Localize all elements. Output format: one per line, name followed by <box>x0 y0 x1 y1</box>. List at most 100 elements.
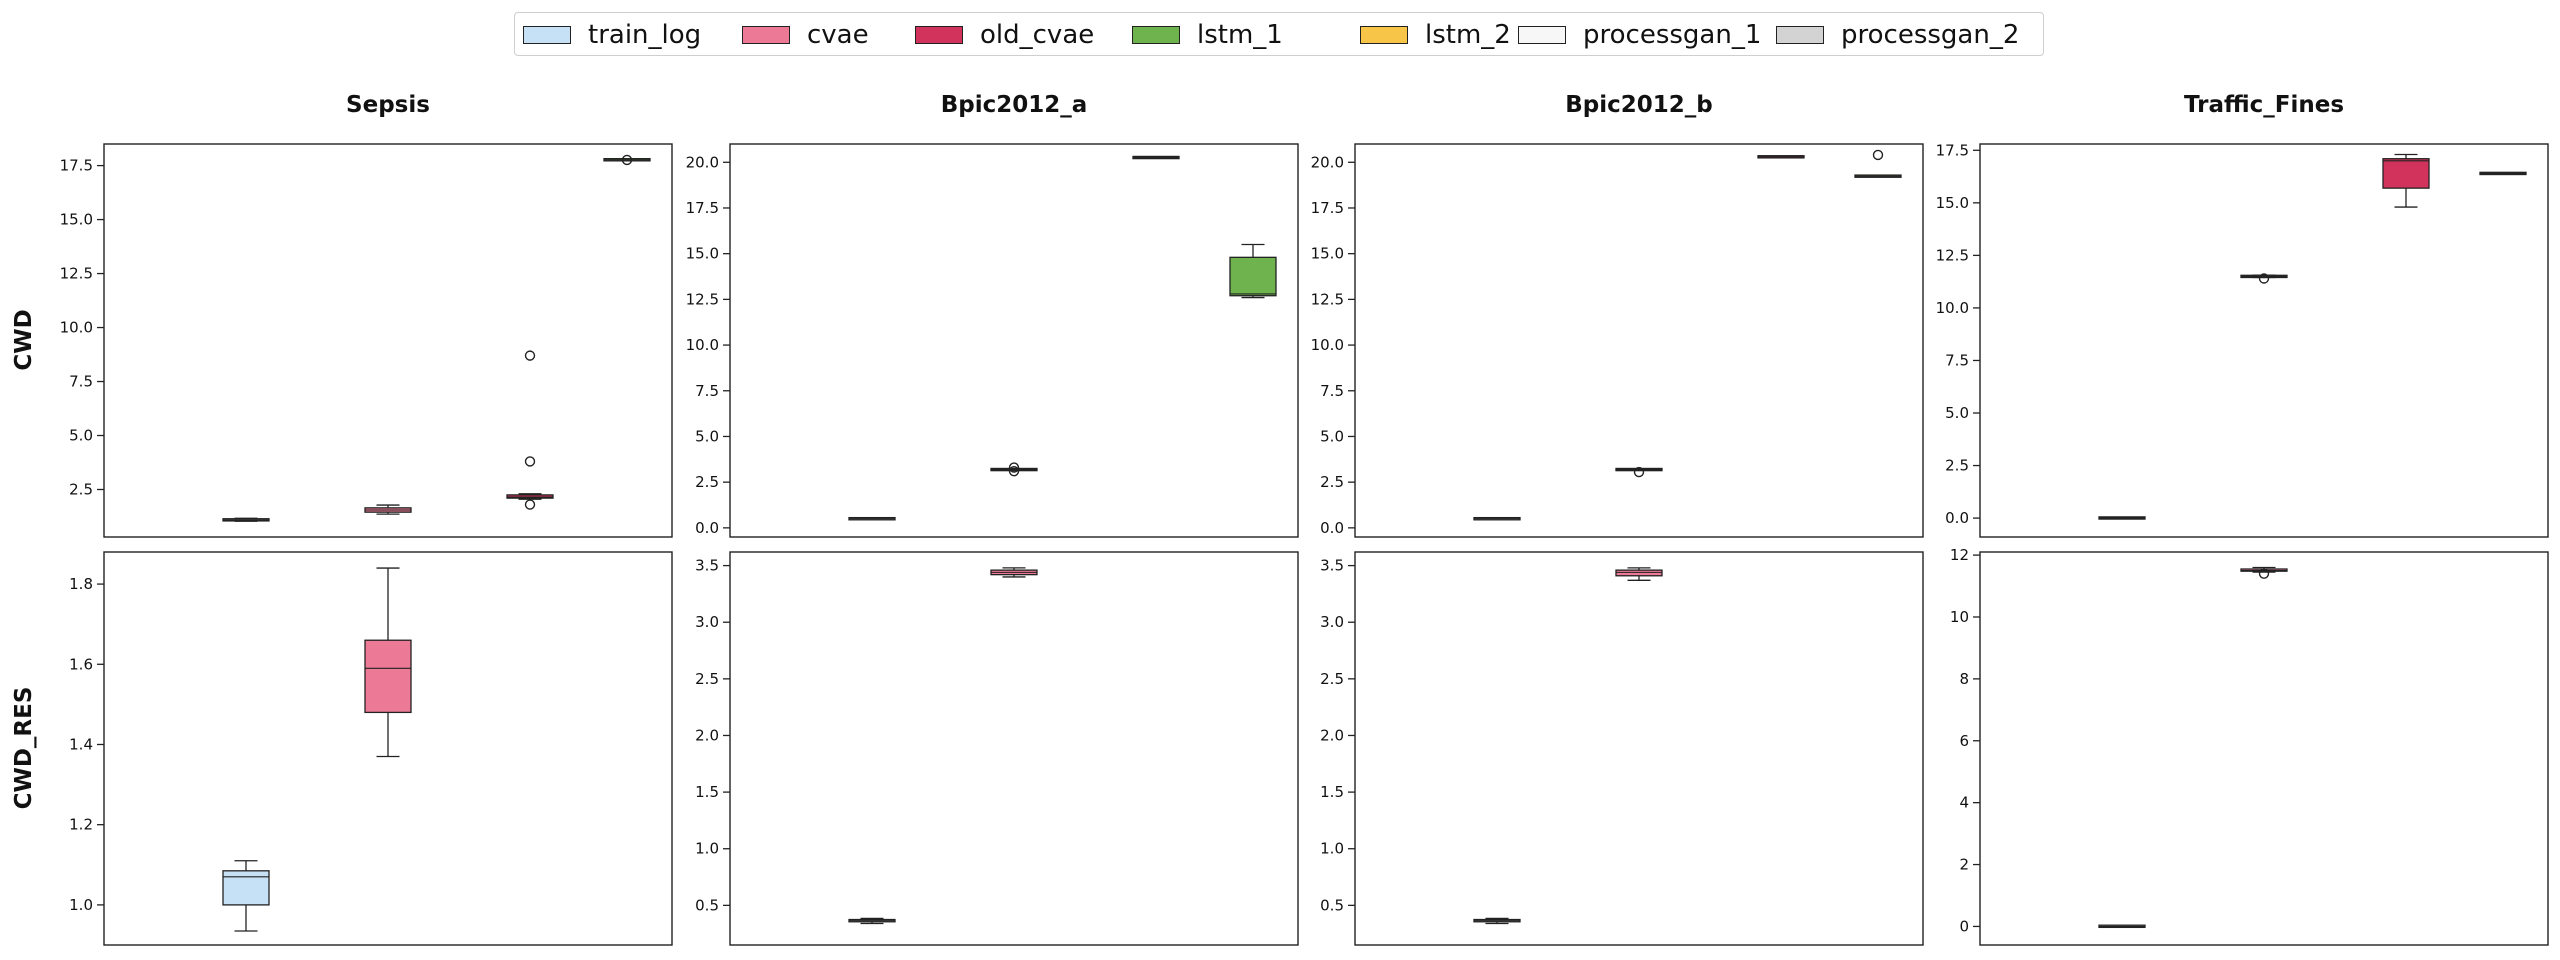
legend-item-processgan_1: processgan_1 <box>1518 20 1762 50</box>
panel-cwd_res-sepsis: 1.0 1.2 1.4 1.6 1.8 <box>69 551 673 946</box>
outlier-point <box>1008 462 1020 473</box>
column-title: Bpic2012_b <box>1565 92 1713 118</box>
y-tick-label: 6 <box>1959 732 1969 750</box>
y-tick-label: 1.5 <box>695 783 719 801</box>
box-cvae <box>2240 273 2288 284</box>
y-tick-label: 3.5 <box>695 557 719 575</box>
y-tick-label: 1.0 <box>1320 840 1344 858</box>
legend-swatch <box>1360 26 1408 44</box>
box-cvae <box>2240 566 2288 579</box>
row-label: CWD_RES <box>11 686 37 809</box>
legend-item-train_log: train_log <box>523 20 701 50</box>
legend-swatch <box>915 26 963 44</box>
y-tick-label: 20.0 <box>1311 153 1344 171</box>
y-tick-label: 5.0 <box>69 427 93 445</box>
y-tick-label: 15.0 <box>1311 245 1344 263</box>
box-cvae <box>990 567 1038 578</box>
y-tick-label: 2.5 <box>1320 670 1344 688</box>
box-train_log <box>848 917 896 925</box>
box-train_log <box>222 860 270 932</box>
box-old_cvae <box>2382 153 2430 208</box>
y-tick-label: 2.5 <box>1945 457 1969 475</box>
y-tick-label: 10 <box>1950 608 1969 626</box>
y-tick-label: 5.0 <box>1320 427 1344 445</box>
y-tick-label: 0.0 <box>1945 509 1969 527</box>
box-body <box>222 870 270 906</box>
panel-frame <box>729 551 1299 946</box>
y-tick-label: 0 <box>1959 917 1969 935</box>
box-lstm_1 <box>1229 243 1277 299</box>
outlier-point <box>524 499 536 510</box>
panel-cwd-bpic2012_a: 0.0 2.5 5.0 7.5 10.0 12.5 15.0 17.5 20.0 <box>686 143 1299 538</box>
y-tick-label: 0.5 <box>695 896 719 914</box>
y-tick-label: 3.0 <box>695 613 719 631</box>
panel-frame <box>1354 551 1924 946</box>
box-train_log <box>2098 924 2146 929</box>
y-tick-label: 7.5 <box>1320 382 1344 400</box>
column-title: Bpic2012_a <box>940 92 1088 118</box>
panel-cwd_res-bpic2012_a: 0.5 1.0 1.5 2.0 2.5 3.0 3.5 <box>695 551 1299 946</box>
y-tick-label: 1.8 <box>69 575 93 593</box>
y-tick-label: 4 <box>1959 794 1969 812</box>
y-tick-label: 12.5 <box>1311 290 1344 308</box>
panel-frame <box>1979 143 2549 538</box>
panel-frame <box>1979 551 2549 946</box>
legend-label: lstm_1 <box>1197 20 1283 50</box>
box-cvae <box>364 504 412 515</box>
panel-cwd_res-traffic_fines: 0 2 4 6 8 10 12 <box>1950 546 2549 946</box>
y-tick-label: 10.0 <box>60 319 93 337</box>
legend-swatch <box>1518 26 1566 44</box>
panel-cwd_res-bpic2012_b: 0.5 1.0 1.5 2.0 2.5 3.0 3.5 <box>1320 551 1924 946</box>
y-tick-label: 1.0 <box>69 896 93 914</box>
legend-item-lstm_2: lstm_2 <box>1360 20 1511 50</box>
y-tick-label: 15.0 <box>60 211 93 229</box>
box-train_log <box>1473 917 1521 925</box>
legend-label: processgan_1 <box>1583 20 1762 50</box>
box-old_cvae <box>1132 155 1180 160</box>
box-lstm_1 <box>603 154 651 166</box>
outlier-point <box>2258 568 2270 579</box>
box-train_log <box>222 517 270 522</box>
legend: train_log cvae old_cvae lstm_1 lstm_2 process… <box>514 12 2044 56</box>
y-tick-label: 2.5 <box>1320 473 1344 491</box>
y-tick-label: 17.5 <box>1311 199 1344 217</box>
legend-item-processgan_2: processgan_2 <box>1776 20 2019 50</box>
outlier-point <box>621 154 633 166</box>
panel-frame <box>103 143 673 538</box>
y-tick-label: 10.0 <box>686 336 719 354</box>
panel-cwd-bpic2012_b: 0.0 2.5 5.0 7.5 10.0 12.5 15.0 17.5 20.0 <box>1311 143 1924 538</box>
box-body <box>2382 158 2430 189</box>
legend-swatch <box>742 26 790 44</box>
y-tick-label: 15.0 <box>1936 194 1969 212</box>
y-tick-label: 1.0 <box>695 840 719 858</box>
y-tick-label: 7.5 <box>695 382 719 400</box>
legend-item-lstm_1: lstm_1 <box>1132 20 1283 50</box>
y-tick-label: 2 <box>1959 856 1969 874</box>
box-old_cvae <box>506 350 554 510</box>
y-tick-label: 0.5 <box>1320 896 1344 914</box>
legend-swatch <box>523 26 571 44</box>
y-tick-label: 12.5 <box>686 290 719 308</box>
legend-item-old_cvae: old_cvae <box>915 20 1095 50</box>
outlier-point <box>1633 466 1645 478</box>
outlier-point <box>1872 149 1884 161</box>
y-tick-label: 3.0 <box>1320 613 1344 631</box>
column-title: Sepsis <box>346 92 430 118</box>
y-tick-label: 2.5 <box>695 670 719 688</box>
legend-label: lstm_2 <box>1425 20 1511 50</box>
legend-label: old_cvae <box>980 20 1095 50</box>
y-tick-label: 1.4 <box>69 735 93 753</box>
y-tick-label: 2.0 <box>1320 726 1344 744</box>
outlier-point <box>1008 465 1020 477</box>
box-body <box>1615 569 1663 577</box>
y-tick-label: 1.5 <box>1320 783 1344 801</box>
y-tick-label: 7.5 <box>1945 351 1969 369</box>
y-tick-label: 17.5 <box>1936 141 1969 159</box>
y-tick-label: 17.5 <box>60 157 93 175</box>
panel-cwd-sepsis: 2.5 5.0 7.5 10.0 12.5 15.0 17.5 <box>60 143 673 538</box>
outlier-point <box>2258 273 2270 284</box>
y-tick-label: 1.6 <box>69 655 93 673</box>
y-tick-label: 3.5 <box>1320 557 1344 575</box>
y-tick-label: 20.0 <box>686 153 719 171</box>
box-train_log <box>1473 516 1521 521</box>
